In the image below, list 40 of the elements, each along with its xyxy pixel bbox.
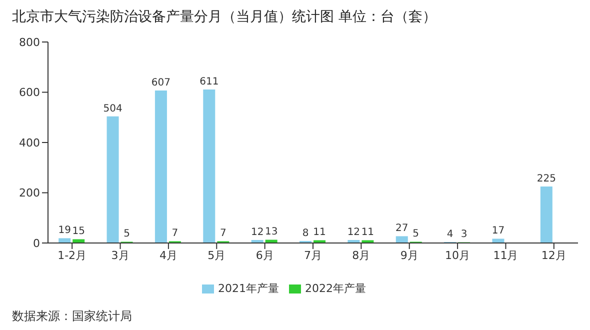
legend-label: 2021年产量 bbox=[218, 282, 279, 295]
data-label: 12 bbox=[250, 226, 264, 238]
data-label: 5 bbox=[124, 228, 130, 240]
data-label: 8 bbox=[302, 228, 309, 239]
data-label: 13 bbox=[264, 226, 278, 238]
data-label: 3 bbox=[460, 229, 468, 240]
data-label: 504 bbox=[103, 103, 122, 114]
source-note: 数据来源：国家统计局 bbox=[12, 308, 132, 325]
chart-title: 北京市大气污染防治设备产量分月（当月值）统计图 单位：台（套） bbox=[12, 8, 436, 26]
x-tick-label: 12月 bbox=[541, 248, 566, 262]
data-label: 4 bbox=[446, 228, 454, 240]
data-label: 7 bbox=[172, 228, 178, 240]
data-label: 17 bbox=[492, 226, 505, 237]
data-label: 7 bbox=[220, 228, 226, 240]
data-label: 12 bbox=[347, 226, 360, 238]
x-tick-label: 5月 bbox=[208, 248, 226, 262]
data-label: 11 bbox=[313, 227, 326, 238]
data-label: 27 bbox=[396, 223, 408, 234]
data-label: 15 bbox=[72, 226, 85, 238]
x-tick-label: 6月 bbox=[256, 248, 274, 262]
x-tick-label: 8月 bbox=[352, 248, 370, 262]
x-tick-label: 3月 bbox=[111, 248, 130, 262]
data-label: 225 bbox=[536, 173, 556, 184]
data-label: 607 bbox=[151, 77, 171, 88]
x-tick-label: 11月 bbox=[493, 248, 518, 262]
x-tick-label: 1-2月 bbox=[58, 248, 87, 262]
x-tick-label: 4月 bbox=[159, 248, 178, 262]
data-label: 11 bbox=[361, 227, 374, 238]
data-label: 19 bbox=[58, 225, 71, 236]
y-tick-label: 800 bbox=[19, 36, 40, 49]
y-tick-label: 600 bbox=[19, 86, 40, 100]
data-label: 611 bbox=[200, 76, 219, 88]
data-label: 5 bbox=[412, 228, 420, 240]
y-tick-label: 200 bbox=[19, 186, 40, 200]
y-tick-label: 0 bbox=[33, 236, 40, 250]
y-tick-label: 400 bbox=[19, 136, 40, 150]
x-tick-label: 10月 bbox=[445, 248, 470, 262]
x-tick-label: 9月 bbox=[400, 248, 418, 262]
legend-label: 2022年产量 bbox=[305, 282, 366, 295]
x-tick-label: 7月 bbox=[304, 248, 322, 262]
